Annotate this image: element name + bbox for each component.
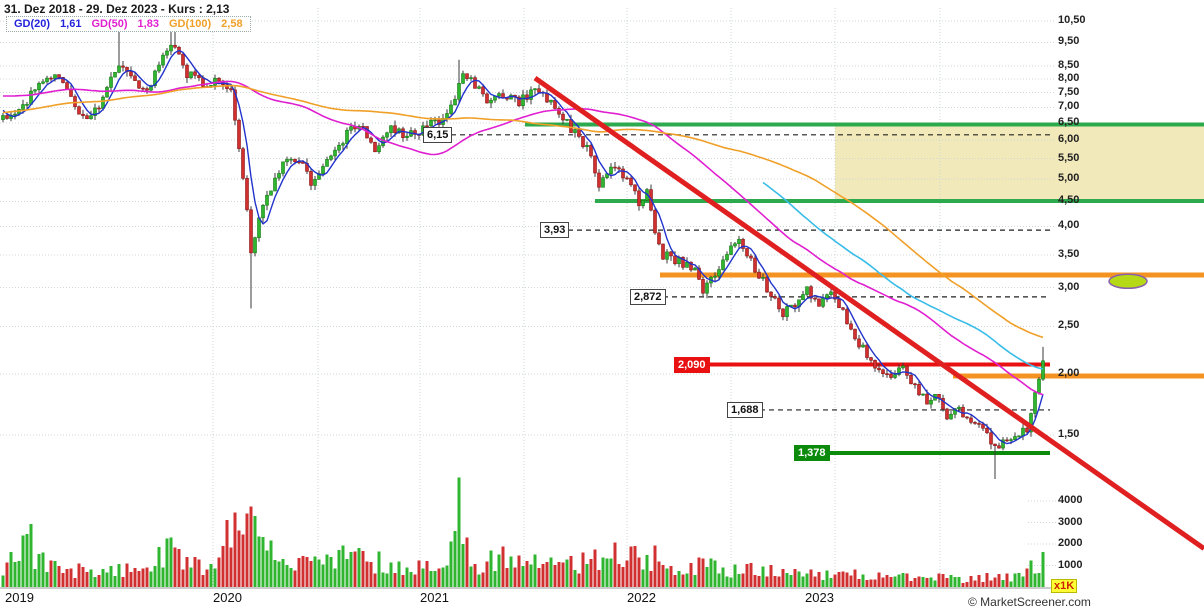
legend-gd20-value: 1,61: [60, 18, 82, 30]
candles-series: [1, 24, 1045, 480]
chart-title: 31. Dez 2018 - 29. Dez 2023 - Kurs : 2,1…: [4, 2, 230, 16]
volume-unit-badge: x1K: [1051, 579, 1078, 593]
legend-gd100-label: GD(100): [168, 18, 212, 30]
moving-average-legend: GD(20) 1,61 GD(50) 1,83 GD(100) 2,58: [6, 16, 251, 32]
watermark: © MarketScreener.com: [968, 595, 1091, 609]
legend-gd50-value: 1,83: [137, 18, 159, 30]
ma-line-GD(20): [2, 49, 1044, 445]
ma-line-GD(50): [3, 80, 1044, 396]
downtrend-line: [533, 76, 1204, 551]
legend-gd100-value: 2,58: [221, 18, 243, 30]
legend-gd50-label: GD(50): [91, 18, 128, 30]
ma-line-GD(100): [2, 84, 1044, 339]
highlight-zone: [835, 124, 1204, 201]
ma-line-GD(200): [762, 181, 1044, 370]
ellipse-marker: [1108, 273, 1148, 290]
legend-gd20-label: GD(20): [14, 18, 51, 30]
volume-series: [1, 477, 1045, 587]
